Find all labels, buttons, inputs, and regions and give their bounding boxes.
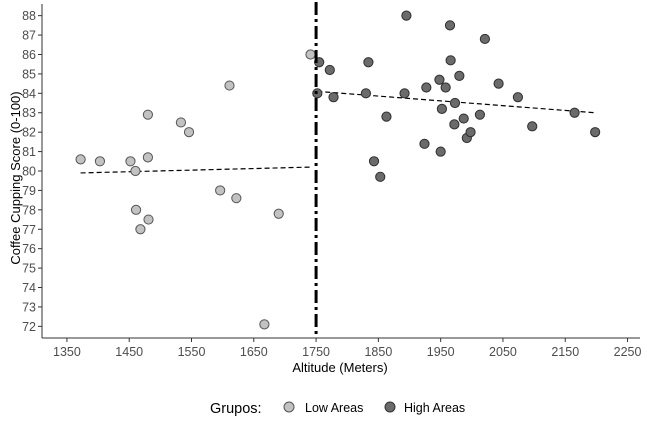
legend-label-high-areas: High Areas — [404, 401, 465, 415]
legend: Grupos: Low Areas High Areas — [210, 401, 465, 417]
data-point-low-areas — [224, 80, 235, 91]
data-point-high-areas — [421, 82, 432, 93]
data-point-low-areas — [130, 165, 141, 177]
data-point-low-areas — [142, 152, 153, 163]
data-point-high-areas — [449, 119, 460, 130]
data-point-high-areas — [474, 109, 486, 120]
data-point-high-areas — [436, 103, 448, 114]
data-point-high-areas — [399, 88, 410, 99]
data-point-low-areas — [305, 49, 316, 60]
data-point-high-areas — [434, 74, 445, 85]
y-tick-label: 73 — [22, 300, 36, 314]
legend-label-low-areas: Low Areas — [305, 401, 363, 415]
y-tick-label: 87 — [22, 29, 36, 43]
data-point-high-areas — [465, 127, 476, 138]
y-tick-label: 75 — [22, 262, 36, 276]
x-tick-label: 1650 — [240, 345, 268, 359]
y-tick-label: 76 — [22, 242, 36, 256]
y-tick-label: 81 — [22, 145, 36, 159]
legend-swatch-high-areas — [384, 401, 396, 413]
data-point-high-areas — [479, 33, 490, 45]
data-point-high-areas — [381, 111, 392, 122]
data-point-low-areas — [259, 319, 270, 330]
y-tick-label: 83 — [22, 106, 36, 120]
data-point-low-areas — [143, 214, 154, 225]
y-tick-label: 80 — [22, 165, 36, 179]
x-axis-title: Altitude (Meters) — [292, 360, 387, 375]
data-point-high-areas — [368, 156, 380, 167]
data-point-low-areas — [183, 127, 195, 138]
data-point-high-areas — [375, 171, 386, 182]
data-point-high-areas — [512, 92, 524, 103]
axes: 1350 1450 1550 1650 1750 1850 1950 2050 2150 2250… — [22, 4, 641, 359]
y-tick-label: 72 — [22, 320, 36, 334]
data-point-high-areas — [360, 88, 372, 99]
x-tick-label: 1450 — [115, 345, 143, 359]
data-point-high-areas — [445, 55, 456, 66]
x-tick-label: 2050 — [489, 345, 517, 359]
y-tick-label: 88 — [22, 9, 36, 23]
trend-line-low-areas — [80, 166, 310, 174]
data-point-low-areas — [125, 156, 136, 167]
data-point-low-areas — [215, 185, 226, 196]
data-point-high-areas — [454, 70, 465, 81]
data-point-high-areas — [435, 146, 446, 157]
data-point-high-areas — [328, 92, 339, 103]
data-point-low-areas — [142, 109, 153, 120]
data-point-low-areas — [94, 156, 106, 167]
data-point-high-areas — [401, 10, 412, 21]
data-point-high-areas — [324, 64, 335, 76]
legend-swatch-low-areas — [283, 401, 295, 413]
y-tick-label: 74 — [22, 281, 36, 295]
data-point-low-areas — [175, 117, 187, 128]
y-axis-title: Coffee Cupping Score (0-100) — [8, 91, 23, 264]
data-point-high-areas — [363, 57, 374, 68]
data-point-high-areas — [449, 97, 461, 109]
data-point-high-areas — [458, 113, 469, 124]
data-point-high-areas — [444, 20, 456, 31]
x-tick-label: 1750 — [302, 345, 330, 359]
data-point-high-areas — [419, 138, 430, 149]
legend-title: Grupos: — [210, 401, 262, 417]
x-tick-label: 1550 — [178, 345, 206, 359]
data-point-high-areas — [440, 82, 451, 93]
x-tick-label: 1350 — [53, 345, 81, 359]
x-tick-label: 2250 — [614, 345, 642, 359]
y-tick-label: 85 — [22, 67, 36, 81]
data-point-high-areas — [527, 121, 538, 132]
data-point-low-areas — [273, 208, 284, 219]
y-tick-label: 78 — [22, 203, 36, 217]
y-tick-label: 79 — [22, 184, 36, 198]
data-point-high-areas — [493, 78, 504, 89]
x-tick-label: 1950 — [427, 345, 455, 359]
data-point-low-areas — [135, 224, 146, 235]
y-tick-label: 86 — [22, 48, 36, 62]
x-tick-label: 2150 — [551, 345, 579, 359]
data-point-low-areas — [231, 193, 242, 204]
data-point-high-areas — [590, 127, 601, 138]
y-tick-label: 82 — [22, 126, 36, 140]
data-point-low-areas — [130, 204, 142, 215]
plot-area — [75, 2, 601, 338]
y-tick-label: 77 — [22, 223, 36, 237]
data-point-low-areas — [75, 154, 86, 165]
data-point-high-areas — [569, 107, 580, 118]
y-tick-label: 84 — [22, 87, 36, 101]
x-tick-label: 1850 — [364, 345, 392, 359]
